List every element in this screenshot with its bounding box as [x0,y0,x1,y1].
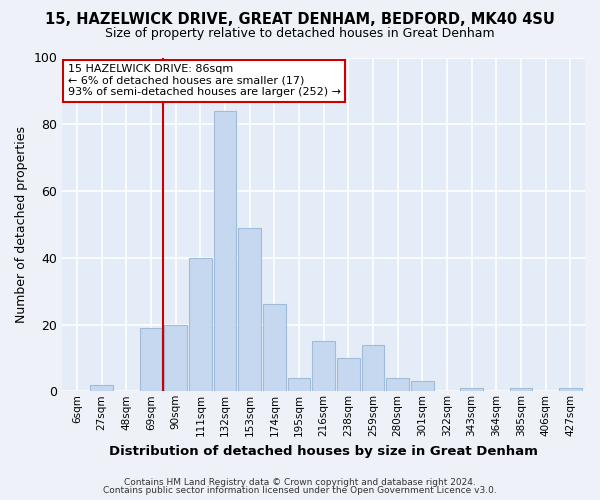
Bar [386,378,409,392]
Bar [91,384,113,392]
Text: 15 HAZELWICK DRIVE: 86sqm
← 6% of detached houses are smaller (17)
93% of semi-d: 15 HAZELWICK DRIVE: 86sqm ← 6% of detach… [68,64,341,98]
Y-axis label: Number of detached properties: Number of detached properties [15,126,28,323]
Bar [509,388,532,392]
Text: Size of property relative to detached houses in Great Denham: Size of property relative to detached ho… [105,28,495,40]
Bar [287,378,310,392]
Bar [411,382,434,392]
Bar [313,341,335,392]
Text: Contains HM Land Registry data © Crown copyright and database right 2024.: Contains HM Land Registry data © Crown c… [124,478,476,487]
Bar [362,344,384,392]
Bar [263,304,286,392]
Bar [559,388,581,392]
X-axis label: Distribution of detached houses by size in Great Denham: Distribution of detached houses by size … [109,444,538,458]
Text: 15, HAZELWICK DRIVE, GREAT DENHAM, BEDFORD, MK40 4SU: 15, HAZELWICK DRIVE, GREAT DENHAM, BEDFO… [45,12,555,28]
Bar [238,228,261,392]
Bar [460,388,483,392]
Text: Contains public sector information licensed under the Open Government Licence v3: Contains public sector information licen… [103,486,497,495]
Bar [337,358,359,392]
Bar [140,328,163,392]
Bar [214,111,236,392]
Bar [189,258,212,392]
Bar [164,324,187,392]
